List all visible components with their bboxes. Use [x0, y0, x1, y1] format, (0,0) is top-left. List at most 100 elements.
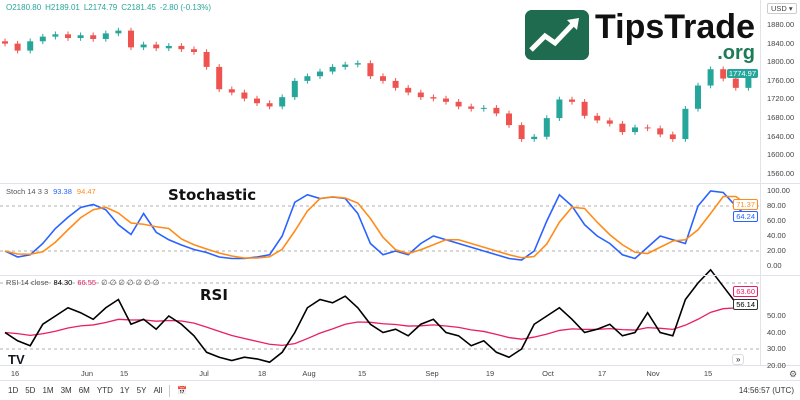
candle	[443, 98, 449, 102]
stoch-d-line	[4, 195, 749, 259]
time-tick: 18	[257, 369, 267, 378]
price-tick: 1840.00	[767, 38, 795, 48]
time-tick: Aug	[302, 369, 316, 378]
bottom-toolbar: 1D 5D 1M 3M 6M YTD 1Y 5Y All 📅 14:56:57 (UTC)	[0, 380, 800, 400]
candle	[518, 125, 525, 140]
candle	[77, 35, 84, 39]
time-tick: 19	[485, 369, 495, 378]
candle	[254, 98, 260, 104]
candle	[380, 76, 386, 81]
change-value: -2.80 (-0.13%)	[159, 3, 212, 12]
time-tick: Sep	[425, 369, 439, 378]
candle	[39, 36, 46, 42]
scroll-to-realtime-button[interactable]: »	[732, 354, 745, 365]
candle	[506, 113, 512, 126]
stoch-k-value: 93.38	[53, 187, 72, 196]
currency-select[interactable]: USD ▾	[767, 3, 797, 14]
price-tick: 1680.00	[767, 113, 795, 123]
calendar-icon[interactable]: 📅	[177, 386, 188, 395]
rsi-label: RSI 14 close	[6, 278, 49, 287]
time-tick: 15	[703, 369, 713, 378]
price-tick: 1600.00	[767, 150, 795, 160]
chart-trend-icon	[525, 10, 589, 60]
tipstrade-logo: TipsTrade .org	[525, 10, 755, 64]
candle	[720, 69, 727, 79]
range-button-5d[interactable]: 5D	[25, 386, 36, 395]
candle	[228, 89, 235, 93]
price-tick: 1560.00	[767, 168, 795, 178]
range-button-5y[interactable]: 5Y	[136, 386, 147, 395]
rsi-ma-last-tag: 63.60	[733, 286, 758, 297]
pane-divider[interactable]	[0, 183, 800, 184]
close-value: C2181.45	[121, 3, 156, 12]
time-tick: Oct	[542, 369, 554, 378]
time-tick: 16	[10, 369, 20, 378]
range-button-1y[interactable]: 1Y	[119, 386, 130, 395]
candle	[178, 45, 185, 50]
range-button-ytd[interactable]: YTD	[96, 386, 113, 395]
candle	[203, 52, 210, 67]
candle	[191, 49, 197, 53]
rsi-legend[interactable]: RSI 14 close 84.30 66.55 ∅ ∅ ∅ ∅ ∅ ∅ ∅	[6, 278, 159, 287]
range-button-1m[interactable]: 1M	[42, 386, 54, 395]
stoch-d-value: 94.47	[76, 187, 96, 196]
candle	[140, 44, 147, 48]
stoch-legend[interactable]: Stoch 14 3 3 93.38 94.47	[6, 187, 96, 196]
candle	[304, 76, 311, 81]
stoch-guides	[0, 205, 760, 252]
stoch-tick: 20.00	[767, 246, 786, 255]
candle	[52, 34, 59, 37]
time-axis-divider	[0, 365, 800, 366]
candle	[430, 97, 437, 99]
candle	[165, 45, 172, 49]
range-button-3m[interactable]: 3M	[60, 386, 72, 395]
stochastic-annotation: Stochastic	[168, 186, 257, 204]
candle	[581, 101, 588, 116]
candle	[279, 97, 286, 107]
settings-gear-icon[interactable]: ⚙	[789, 369, 798, 379]
rsi-ma-value: 66.55	[77, 278, 97, 287]
candle	[14, 43, 21, 51]
time-tick: Jul	[199, 369, 209, 378]
candle	[417, 92, 424, 98]
pane-divider[interactable]	[0, 275, 800, 276]
range-button-1d[interactable]: 1D	[8, 386, 19, 395]
price-axis[interactable]: USD ▾ 1880.00 1840.00 1800.00 1760.00 1720.0…	[760, 0, 800, 370]
candle	[354, 63, 361, 65]
ohlc-readout: O2180.80 H2189.01 L2174.79 C2181.45 -2.8…	[6, 3, 211, 12]
candle	[90, 35, 97, 39]
open-value: O2180.80	[6, 3, 42, 12]
candle	[745, 73, 752, 88]
stoch-tick: 40.00	[767, 231, 786, 240]
rsi-tick: 50.00	[767, 311, 786, 320]
candle	[594, 115, 601, 121]
candle	[569, 99, 575, 102]
candle	[707, 69, 714, 86]
price-tick: 1800.00	[767, 57, 795, 67]
tradingview-logo[interactable]: TV	[8, 352, 25, 367]
candle	[669, 134, 676, 140]
candle	[266, 103, 273, 107]
candle	[468, 106, 475, 109]
candle	[392, 80, 399, 88]
time-tick: 15	[357, 369, 367, 378]
price-tick: 1880.00	[767, 20, 795, 29]
chart-plot[interactable]	[0, 0, 760, 365]
candle	[480, 107, 487, 109]
candle	[342, 64, 349, 67]
range-button-all[interactable]: All	[153, 386, 163, 395]
stoch-k-line	[4, 190, 749, 261]
candle	[531, 136, 538, 140]
range-button-6m[interactable]: 6M	[78, 386, 90, 395]
last-price-tag: 1774.97	[726, 69, 758, 78]
candle	[695, 85, 701, 109]
time-tick: Jun	[80, 369, 94, 378]
candle	[115, 30, 122, 34]
currency-label: USD	[771, 4, 787, 13]
candle	[606, 120, 613, 124]
candle	[291, 80, 298, 98]
candle	[329, 66, 336, 72]
stoch-tick: 80.00	[767, 201, 786, 210]
logo-domain: .org	[717, 42, 755, 64]
candle	[128, 30, 134, 48]
